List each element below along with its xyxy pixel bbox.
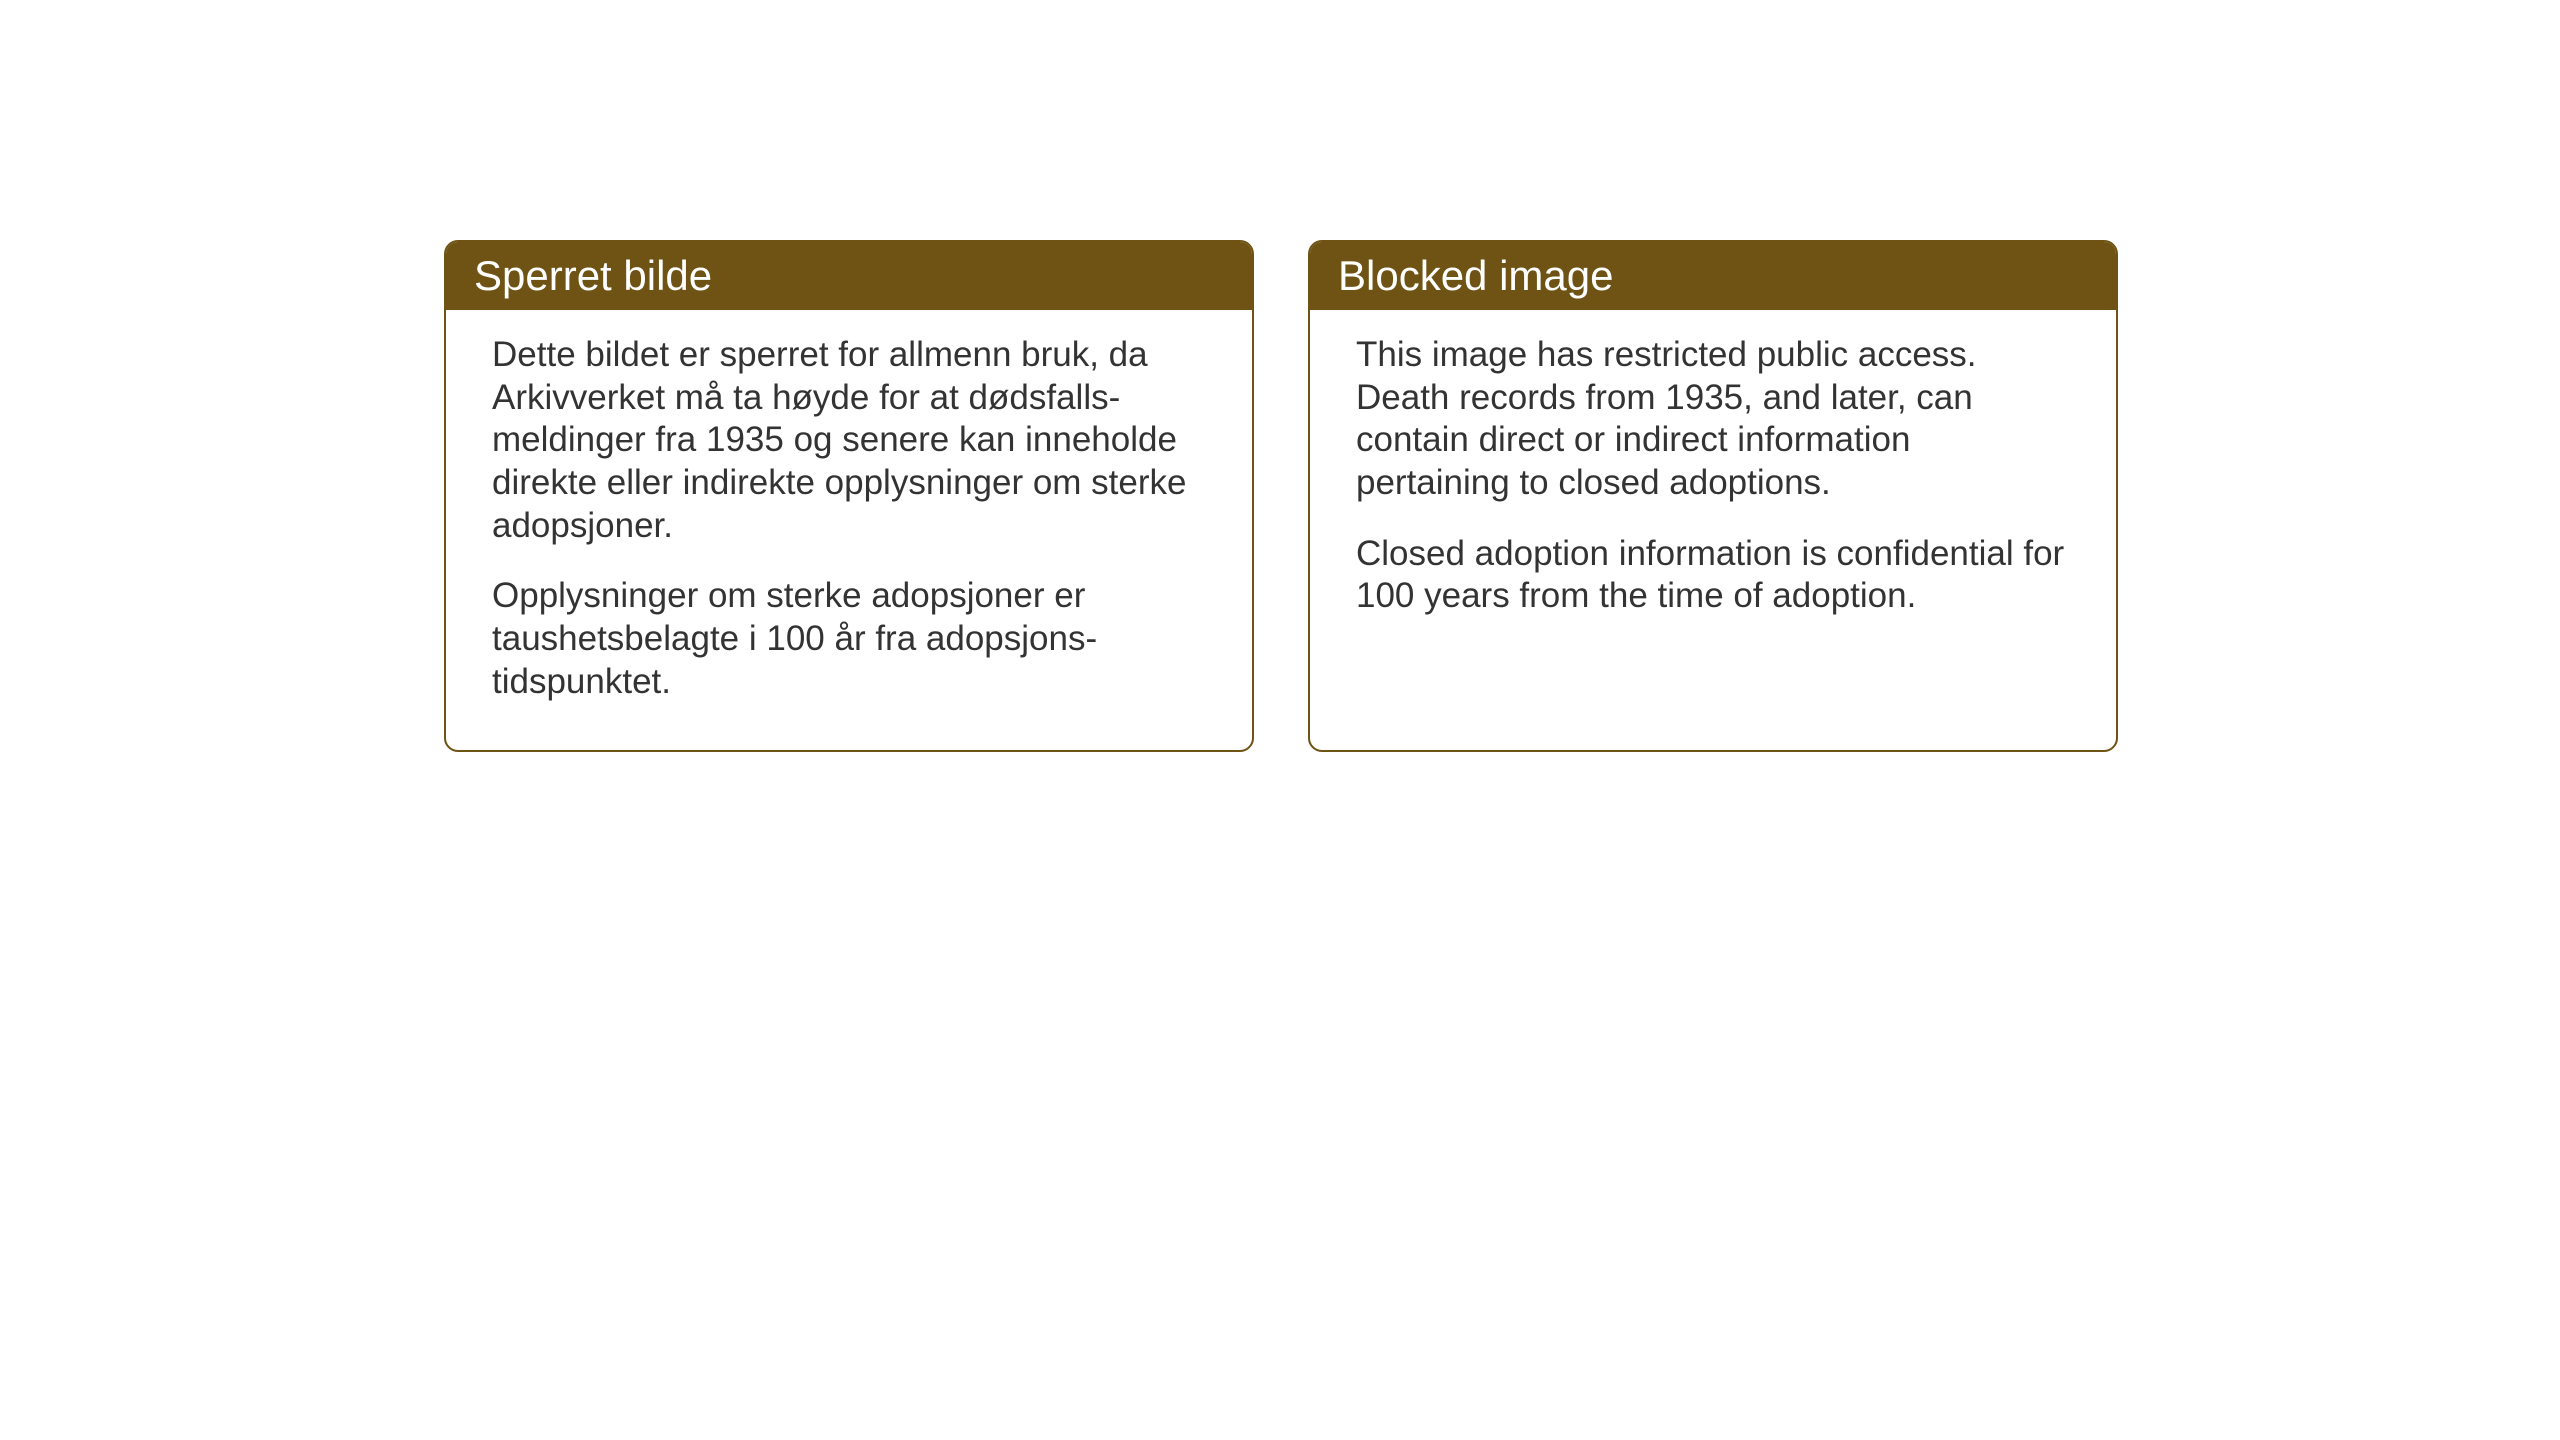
english-card-title: Blocked image xyxy=(1310,242,2116,310)
norwegian-notice-card: Sperret bilde Dette bildet er sperret fo… xyxy=(444,240,1254,752)
english-notice-card: Blocked image This image has restricted … xyxy=(1308,240,2118,752)
norwegian-paragraph-2: Opplysninger om sterke adopsjoner er tau… xyxy=(492,575,1206,703)
norwegian-card-body: Dette bildet er sperret for allmenn bruk… xyxy=(446,310,1252,744)
norwegian-paragraph-1: Dette bildet er sperret for allmenn bruk… xyxy=(492,334,1206,547)
english-paragraph-1: This image has restricted public access.… xyxy=(1356,334,2070,505)
notice-cards-container: Sperret bilde Dette bildet er sperret fo… xyxy=(444,240,2118,752)
norwegian-card-title: Sperret bilde xyxy=(446,242,1252,310)
english-card-body: This image has restricted public access.… xyxy=(1310,310,2116,658)
english-paragraph-2: Closed adoption information is confident… xyxy=(1356,533,2070,618)
